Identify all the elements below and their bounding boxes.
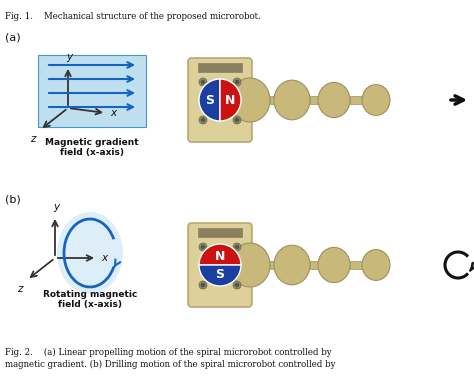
- Ellipse shape: [362, 250, 390, 280]
- Ellipse shape: [230, 78, 270, 122]
- Ellipse shape: [57, 212, 123, 294]
- Bar: [198, 228, 242, 237]
- Text: Rotating magnetic
field (x-axis): Rotating magnetic field (x-axis): [43, 290, 137, 309]
- Text: x: x: [101, 253, 107, 263]
- Text: Fig. 2.    (a) Linear propelling motion of the spiral microrobot controlled by: Fig. 2. (a) Linear propelling motion of …: [5, 348, 332, 357]
- Circle shape: [233, 243, 241, 251]
- FancyBboxPatch shape: [188, 58, 252, 142]
- Bar: [350, 261, 362, 269]
- Bar: [198, 63, 242, 72]
- Bar: [310, 96, 318, 104]
- Circle shape: [199, 243, 207, 251]
- Bar: [38, 55, 146, 127]
- Text: magnetic gradient. (b) Drilling motion of the spiral microrobot controlled by: magnetic gradient. (b) Drilling motion o…: [5, 360, 336, 369]
- Text: x: x: [110, 108, 116, 118]
- Wedge shape: [199, 79, 220, 121]
- Circle shape: [235, 80, 239, 84]
- Text: (a): (a): [5, 33, 21, 43]
- Text: Magnetic gradient
field (x-axis): Magnetic gradient field (x-axis): [45, 138, 139, 157]
- Text: y: y: [53, 202, 59, 212]
- FancyBboxPatch shape: [188, 223, 252, 307]
- Wedge shape: [199, 265, 241, 286]
- Text: S: S: [216, 267, 225, 280]
- Text: N: N: [225, 93, 235, 106]
- Text: z: z: [30, 134, 36, 144]
- Text: Fig. 1.    Mechanical structure of the proposed microrobot.: Fig. 1. Mechanical structure of the prop…: [5, 12, 261, 21]
- Circle shape: [233, 281, 241, 289]
- Bar: [350, 96, 362, 104]
- Circle shape: [235, 245, 239, 249]
- Circle shape: [199, 116, 207, 124]
- Circle shape: [199, 78, 207, 86]
- Ellipse shape: [230, 243, 270, 287]
- Circle shape: [233, 116, 241, 124]
- Circle shape: [199, 281, 207, 289]
- Circle shape: [201, 80, 205, 84]
- Text: y: y: [66, 52, 72, 62]
- Text: S: S: [206, 93, 215, 106]
- Ellipse shape: [362, 85, 390, 115]
- Bar: [270, 96, 274, 104]
- Circle shape: [201, 283, 205, 287]
- Ellipse shape: [274, 245, 310, 285]
- Ellipse shape: [274, 80, 310, 120]
- Ellipse shape: [318, 82, 350, 118]
- Text: (b): (b): [5, 195, 21, 205]
- Circle shape: [233, 78, 241, 86]
- Wedge shape: [199, 244, 241, 265]
- Circle shape: [235, 118, 239, 122]
- Bar: [270, 261, 274, 269]
- Text: z: z: [18, 284, 23, 294]
- Wedge shape: [220, 79, 241, 121]
- Ellipse shape: [318, 247, 350, 283]
- Text: N: N: [215, 249, 225, 262]
- Bar: [310, 261, 318, 269]
- Circle shape: [201, 245, 205, 249]
- Circle shape: [201, 118, 205, 122]
- Circle shape: [235, 283, 239, 287]
